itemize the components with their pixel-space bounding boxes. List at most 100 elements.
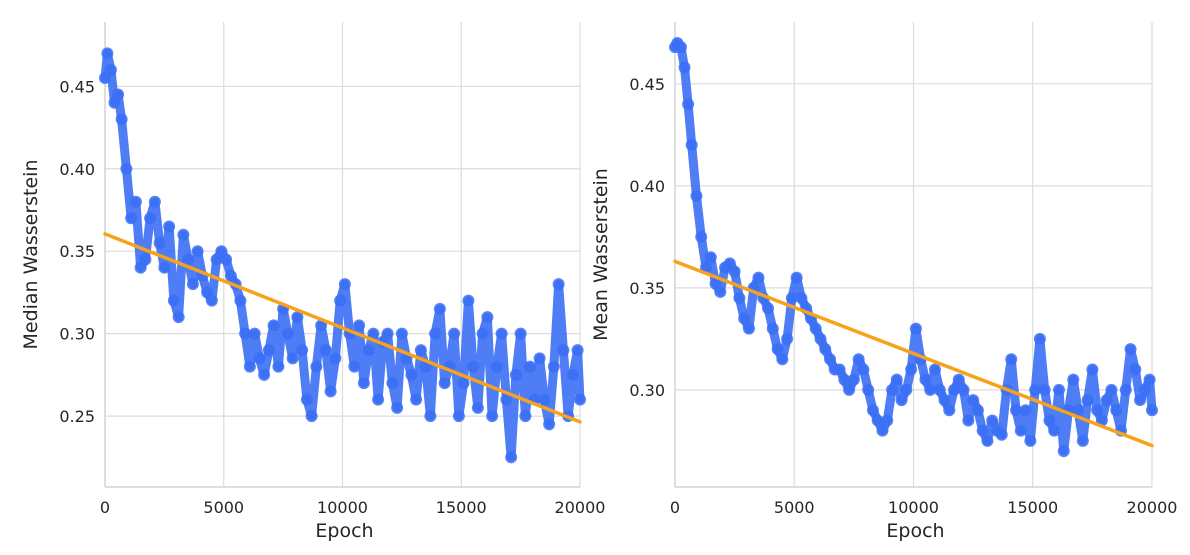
data-point bbox=[281, 327, 294, 340]
data-point bbox=[981, 434, 994, 447]
data-point bbox=[928, 363, 941, 376]
data-point bbox=[243, 360, 256, 373]
data-point bbox=[310, 360, 323, 373]
data-point bbox=[866, 404, 879, 417]
data-point bbox=[148, 195, 161, 208]
data-point bbox=[163, 220, 176, 233]
data-point bbox=[566, 368, 579, 381]
data-point bbox=[552, 278, 565, 291]
x-tick-label: 15000 bbox=[436, 498, 487, 517]
data-point bbox=[286, 352, 299, 365]
data-point bbox=[1134, 394, 1147, 407]
data-point bbox=[967, 394, 980, 407]
data-point bbox=[1038, 383, 1051, 396]
data-point bbox=[714, 285, 727, 298]
data-point bbox=[182, 253, 195, 266]
data-point bbox=[962, 414, 975, 427]
data-point bbox=[471, 401, 484, 414]
data-point bbox=[933, 383, 946, 396]
data-point bbox=[943, 404, 956, 417]
data-point bbox=[1057, 445, 1070, 458]
data-point bbox=[1146, 404, 1158, 417]
data-point bbox=[205, 294, 218, 307]
data-point bbox=[905, 363, 918, 376]
data-point bbox=[490, 360, 503, 373]
data-point bbox=[690, 190, 703, 203]
data-point bbox=[909, 322, 922, 335]
data-point bbox=[695, 230, 708, 243]
data-point bbox=[1067, 373, 1080, 386]
data-point bbox=[1019, 404, 1032, 417]
data-point bbox=[167, 294, 180, 307]
data-point bbox=[814, 332, 827, 345]
data-point bbox=[1033, 332, 1046, 345]
x-tick-label: 10000 bbox=[888, 498, 939, 517]
data-point bbox=[1081, 394, 1094, 407]
y-axis-label: Median Wasserstein bbox=[20, 159, 42, 349]
data-point bbox=[191, 245, 204, 258]
data-point bbox=[381, 327, 394, 340]
y-tick-label: 0.45 bbox=[629, 75, 665, 94]
data-point bbox=[414, 344, 427, 357]
y-tick-label: 0.40 bbox=[629, 177, 665, 196]
data-point bbox=[267, 319, 280, 332]
data-point bbox=[1005, 353, 1018, 366]
data-point bbox=[115, 113, 128, 126]
data-point bbox=[410, 393, 423, 406]
data-point bbox=[890, 373, 903, 386]
data-point bbox=[481, 311, 494, 324]
data-point bbox=[220, 253, 233, 266]
data-point bbox=[291, 311, 304, 324]
data-point bbox=[372, 393, 385, 406]
data-point bbox=[305, 410, 318, 423]
data-point bbox=[177, 228, 190, 241]
data-point bbox=[324, 385, 337, 398]
data-point bbox=[253, 352, 266, 365]
data-point bbox=[1076, 434, 1089, 447]
data-point bbox=[429, 327, 442, 340]
data-point bbox=[838, 373, 851, 386]
data-point bbox=[971, 404, 984, 417]
data-point bbox=[871, 414, 884, 427]
data-point bbox=[500, 393, 513, 406]
data-point bbox=[1010, 404, 1023, 417]
data-point bbox=[144, 212, 157, 225]
data-point bbox=[557, 344, 570, 357]
data-point bbox=[476, 327, 489, 340]
chart-panel-2: 0 5000 10000 15000 20000 0.30 0.35 0.40 0.45 Epoc… bbox=[590, 22, 1177, 542]
data-point bbox=[957, 383, 970, 396]
data-point bbox=[886, 383, 899, 396]
data-point bbox=[362, 344, 375, 357]
data-point bbox=[538, 393, 551, 406]
data-point bbox=[467, 360, 480, 373]
data-point bbox=[1129, 363, 1142, 376]
data-point bbox=[781, 332, 794, 345]
y-tick-label: 0.30 bbox=[629, 381, 665, 400]
data-point bbox=[112, 88, 125, 101]
data-point bbox=[1048, 424, 1061, 437]
data-point bbox=[976, 424, 989, 437]
x-tick-label: 15000 bbox=[1007, 498, 1058, 517]
y-tick-label: 0.35 bbox=[59, 242, 95, 261]
data-point bbox=[533, 352, 546, 365]
data-point bbox=[462, 294, 475, 307]
data-point bbox=[733, 292, 746, 305]
data-point bbox=[262, 344, 275, 357]
x-tick-label: 20000 bbox=[555, 498, 606, 517]
trend-line bbox=[103, 232, 582, 424]
data-point bbox=[728, 265, 741, 278]
data-point bbox=[900, 383, 913, 396]
data-point bbox=[876, 424, 889, 437]
data-point bbox=[771, 343, 784, 356]
data-point bbox=[919, 373, 932, 386]
data-point bbox=[334, 294, 347, 307]
data-point bbox=[571, 344, 584, 357]
data-point bbox=[452, 410, 465, 423]
data-point bbox=[924, 383, 937, 396]
data-point bbox=[296, 344, 309, 357]
data-point bbox=[424, 410, 437, 423]
data-point bbox=[785, 292, 798, 305]
data-point bbox=[862, 383, 875, 396]
